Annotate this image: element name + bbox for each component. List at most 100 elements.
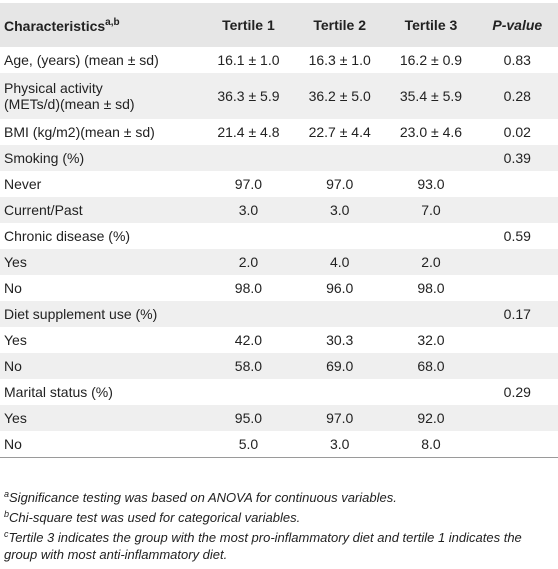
table-row: Smoking (%) 0.39 [0, 145, 558, 171]
table-row: Yes 2.0 4.0 2.0 [0, 249, 558, 275]
cell-p-value: 0.28 [503, 88, 531, 104]
characteristics-table: Characteristicsa,b Tertile 1 Tertile 2 T… [0, 3, 558, 458]
cell-tertile-1: 58.0 [234, 358, 263, 374]
cell-tertile-2: 69.0 [326, 358, 354, 374]
cell-p-value: 0.29 [503, 384, 531, 400]
row-label-line-1: Physical activity [4, 80, 103, 96]
cell-tertile-2: 96.0 [326, 280, 354, 296]
cell-tertile-2: 22.7 ± 4.4 [308, 124, 371, 140]
table-row: Yes 95.0 97.0 92.0 [0, 405, 558, 431]
cell-p-value [477, 275, 558, 301]
footnote: aSignificance testing was based on ANOVA… [4, 486, 554, 506]
cell-tertile-3: 23.0 ± 4.6 [399, 124, 463, 140]
table-row: No 98.0 96.0 98.0 [0, 275, 558, 301]
footnote-text: Significance testing was based on ANOVA … [9, 490, 397, 505]
cell-tertile-2: 3.0 [329, 202, 350, 218]
cell-tertile-2: 30.3 [326, 332, 354, 348]
cell-tertile-3: 93.0 [417, 176, 445, 192]
cell-tertile-2 [294, 223, 385, 249]
table-row: Current/Past 3.0 3.0 7.0 [0, 197, 558, 223]
table-row: BMI (kg/m2)(mean ± sd) 21.4 ± 4.8 22.7 ±… [0, 119, 558, 145]
cell-p-value [477, 353, 558, 379]
cell-tertile-2: 3.0 [329, 435, 350, 452]
cell-tertile-3 [385, 223, 476, 249]
footnote-text: Tertile 3 indicates the group with the m… [4, 530, 522, 562]
table-row: Yes 42.0 30.3 32.0 [0, 327, 558, 353]
header-characteristics-sup: a,b [105, 16, 120, 28]
header-tertile-1: Tertile 1 [222, 17, 275, 33]
row-label-line-2: (METs/d)(mean ± sd) [4, 96, 135, 112]
footnote: cTertile 3 indicates the group with the … [4, 526, 554, 563]
header-characteristics-label: Characteristics [4, 17, 106, 34]
row-label: No [4, 280, 22, 296]
cell-tertile-2 [294, 379, 385, 405]
cell-tertile-3: 8.0 [421, 435, 441, 452]
cell-tertile-3: 7.0 [421, 202, 441, 218]
cell-tertile-1: 2.0 [238, 254, 259, 270]
cell-tertile-1 [203, 145, 294, 171]
cell-tertile-1 [203, 301, 294, 327]
header-characteristics: Characteristicsa,b [0, 3, 203, 47]
row-label: Chronic disease (%) [4, 228, 131, 244]
header-tertile-2: Tertile 2 [313, 17, 367, 33]
footnote: bChi-square test was used for categorica… [4, 506, 554, 526]
cell-p-value [477, 405, 558, 431]
cell-tertile-1: 97.0 [234, 176, 263, 192]
table-footnotes: aSignificance testing was based on ANOVA… [4, 486, 554, 563]
cell-p-value: 0.59 [503, 228, 531, 244]
row-label: Yes [4, 332, 27, 348]
cell-tertile-3: 35.4 ± 5.9 [399, 88, 463, 104]
row-label: No [4, 358, 22, 374]
cell-tertile-3 [385, 301, 476, 327]
table-row: No 5.0 3.0 8.0 [0, 431, 558, 457]
cell-tertile-3: 98.0 [417, 280, 445, 296]
cell-tertile-3: 16.2 ± 0.9 [399, 52, 463, 68]
cell-tertile-2: 4.0 [329, 254, 350, 270]
row-label: Age, (years) (mean ± sd) [4, 52, 159, 68]
table-row: Diet supplement use (%) 0.17 [0, 301, 558, 327]
header-p-value: P-value [477, 3, 558, 47]
cell-tertile-3: 92.0 [417, 410, 445, 426]
footnote-text: Chi-square test was used for categorical… [9, 510, 301, 525]
cell-tertile-1: 21.4 ± 4.8 [217, 124, 280, 140]
cell-p-value [477, 171, 558, 197]
cell-p-value: 0.39 [503, 150, 531, 166]
cell-p-value [477, 249, 558, 275]
row-label: Current/Past [4, 202, 83, 218]
table-header: Characteristicsa,b Tertile 1 Tertile 2 T… [0, 3, 558, 47]
cell-tertile-3 [385, 379, 476, 405]
row-label: Smoking (%) [4, 150, 85, 166]
cell-tertile-1: 3.0 [238, 202, 259, 218]
header-p-value-label: P-value [492, 17, 543, 33]
table-row: Never 97.0 97.0 93.0 [0, 171, 558, 197]
row-label: Never [4, 176, 42, 192]
row-label: Marital status (%) [4, 384, 113, 400]
cell-tertile-2: 97.0 [326, 410, 354, 426]
cell-tertile-3: 2.0 [421, 254, 441, 270]
row-label: Physical activity (METs/d)(mean ± sd) [0, 73, 203, 119]
cell-tertile-2 [294, 301, 385, 327]
cell-p-value [477, 431, 558, 457]
cell-p-value: 0.17 [503, 306, 531, 322]
footnote-marker: a [4, 489, 10, 499]
table-row: Age, (years) (mean ± sd) 16.1 ± 1.0 16.3… [0, 47, 558, 73]
cell-p-value: 0.83 [503, 52, 531, 68]
table-row: Marital status (%) 0.29 [0, 379, 558, 405]
cell-tertile-1: 16.1 ± 1.0 [217, 52, 280, 68]
row-label: No [4, 435, 22, 452]
footnote-marker: c [4, 529, 9, 539]
cell-p-value: 0.02 [503, 124, 531, 140]
cell-tertile-1 [203, 379, 294, 405]
cell-tertile-1: 98.0 [234, 280, 263, 296]
cell-tertile-1: 5.0 [238, 435, 259, 452]
footnote-marker: b [4, 509, 10, 519]
header-tertile-3: Tertile 3 [404, 17, 458, 33]
row-label: Diet supplement use (%) [4, 306, 158, 322]
cell-tertile-3: 68.0 [417, 358, 445, 374]
header-row: Characteristicsa,b Tertile 1 Tertile 2 T… [0, 3, 558, 47]
cell-tertile-2: 97.0 [326, 176, 354, 192]
cell-tertile-2: 16.3 ± 1.0 [308, 52, 371, 68]
cell-p-value [477, 327, 558, 353]
cell-tertile-3: 32.0 [417, 332, 445, 348]
